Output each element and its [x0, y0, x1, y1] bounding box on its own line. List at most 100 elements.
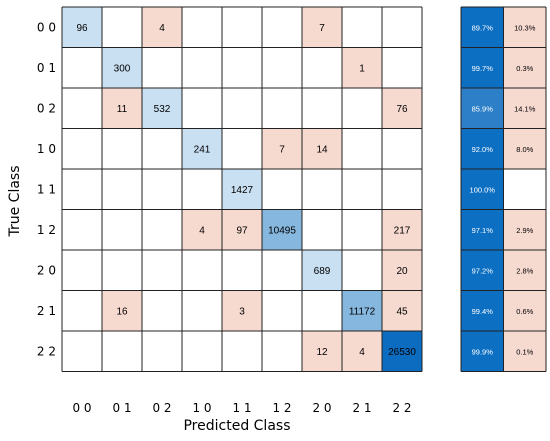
y-tick-label: 1 1 [37, 182, 56, 196]
x-tick-label: 0 2 [152, 401, 171, 415]
summary-correct-cell [461, 250, 504, 291]
summary-incorrect-value: 0.6% [516, 307, 533, 316]
summary-incorrect-cell [503, 290, 546, 331]
y-tick-label: 0 1 [37, 61, 56, 75]
matrix-cell-fill [222, 169, 262, 210]
matrix-cell-value: 20 [396, 266, 408, 277]
matrix-cell-fill [342, 331, 382, 372]
summary-correct-value: 85.9% [472, 104, 494, 113]
row-summary-grid [460, 6, 547, 372]
summary-correct-cell [461, 290, 504, 331]
x-tick-label: 0 1 [112, 401, 131, 415]
matrix-cell-fill [102, 290, 142, 331]
summary-correct-cell [461, 169, 504, 210]
summary-incorrect-value: 14.1% [514, 104, 536, 113]
matrix-cell-fill [102, 88, 142, 129]
summary-incorrect-value: 0.1% [516, 347, 533, 356]
x-tick-label: 2 0 [312, 401, 331, 415]
matrix-cell-fill [342, 47, 382, 88]
y-tick-label: 1 0 [37, 142, 56, 156]
matrix-cell-fill [182, 128, 222, 169]
matrix-grid [61, 6, 423, 372]
matrix-cell-value: 689 [314, 266, 331, 277]
matrix-cell-fill [382, 209, 422, 250]
y-axis-label: True Class [7, 165, 23, 237]
matrix-cell-fill [62, 7, 102, 48]
matrix-cell-value: 4 [159, 23, 165, 34]
matrix-cell-value: 1 [359, 63, 365, 74]
summary-correct-cell [461, 47, 504, 88]
summary-incorrect-cell [503, 250, 546, 291]
matrix-cell-value: 7 [319, 23, 325, 34]
summary-correct-value: 89.7% [472, 23, 494, 32]
matrix-cell-value: 26530 [388, 347, 416, 358]
matrix-cell-fill [382, 88, 422, 129]
summary-incorrect-cell [503, 331, 546, 372]
matrix-cell-value: 16 [116, 306, 128, 317]
summary-correct-cell [461, 331, 504, 372]
summary-incorrect-cell [503, 128, 546, 169]
summary-correct-value: 99.4% [472, 307, 494, 316]
x-tick-label: 1 2 [272, 401, 291, 415]
summary-correct-cell [461, 128, 504, 169]
matrix-cell-value: 10495 [268, 225, 296, 236]
x-tick-labels: 0 0 0 1 0 2 1 0 1 1 1 2 2 0 2 1 2 2 [72, 401, 411, 415]
matrix-cell-value: 45 [396, 306, 408, 317]
matrix-cell-value: 7 [279, 144, 285, 155]
matrix-cell-fill [342, 290, 382, 331]
matrix-cell-value: 217 [394, 225, 411, 236]
matrix-cell-fill [222, 209, 262, 250]
summary-correct-value: 97.2% [472, 266, 494, 275]
matrix-cell-fill [262, 128, 302, 169]
summary-incorrect-value: 0.3% [516, 64, 533, 73]
matrix-cell-fill [222, 290, 262, 331]
matrix-cell-fill [262, 209, 302, 250]
matrix-cell-value: 11172 [349, 306, 376, 317]
matrix-cell-value: 532 [154, 104, 171, 115]
summary-incorrect-value: 2.8% [516, 266, 533, 275]
summary-correct-value: 99.9% [472, 347, 494, 356]
summary-incorrect-value: 8.0% [516, 145, 533, 154]
matrix-cell-value: 11 [117, 104, 128, 115]
y-tick-label: 0 0 [37, 20, 56, 34]
x-tick-label: 2 2 [392, 401, 411, 415]
matrix-cell-value: 3 [239, 306, 245, 317]
matrix-cell-value: 241 [194, 144, 211, 155]
matrix-cell-fill [382, 250, 422, 291]
matrix-cell-fill [302, 128, 342, 169]
y-tick-label: 2 0 [37, 263, 56, 277]
matrix-cell-fill [142, 88, 182, 129]
summary-correct-cell [461, 7, 504, 48]
x-axis-label: Predicted Class [183, 418, 290, 434]
matrix-cell-fill [382, 290, 422, 331]
y-tick-label: 2 2 [37, 344, 56, 358]
summary-incorrect-value: 2.9% [516, 226, 533, 235]
matrix-cell-value: 4 [199, 225, 205, 236]
matrix-cell-value: 4 [359, 347, 365, 358]
matrix-cell-value: 12 [316, 347, 328, 358]
matrix-cell-fill [102, 47, 142, 88]
matrix-cell-value: 97 [236, 225, 248, 236]
x-tick-label: 1 1 [232, 401, 251, 415]
y-tick-label: 0 2 [37, 101, 56, 115]
row-summary-cells: 89.7% 10.3% 99.7% 0.3% 85.9% 14.1% 92.0% 8.0% 10… [461, 7, 546, 372]
summary-correct-value: 97.1% [472, 226, 494, 235]
summary-correct-value: 99.7% [472, 64, 494, 73]
matrix-cell-fill [302, 250, 342, 291]
summary-correct-cell [461, 209, 504, 250]
summary-incorrect-cell [503, 209, 546, 250]
x-tick-label: 0 0 [72, 401, 91, 415]
summary-incorrect-cell [503, 88, 546, 129]
x-tick-label: 2 1 [352, 401, 371, 415]
matrix-cell-fill [302, 331, 342, 372]
matrix-cell-value: 14 [316, 144, 328, 155]
matrix-cell-value: 1427 [231, 185, 254, 196]
summary-correct-value: 100.0% [470, 185, 496, 194]
matrix-cell-value: 76 [396, 104, 408, 115]
y-tick-label: 1 2 [37, 223, 56, 237]
matrix-cell-value: 300 [114, 63, 131, 74]
matrix-cell-value: 96 [76, 23, 88, 34]
summary-incorrect-cell [503, 7, 546, 48]
